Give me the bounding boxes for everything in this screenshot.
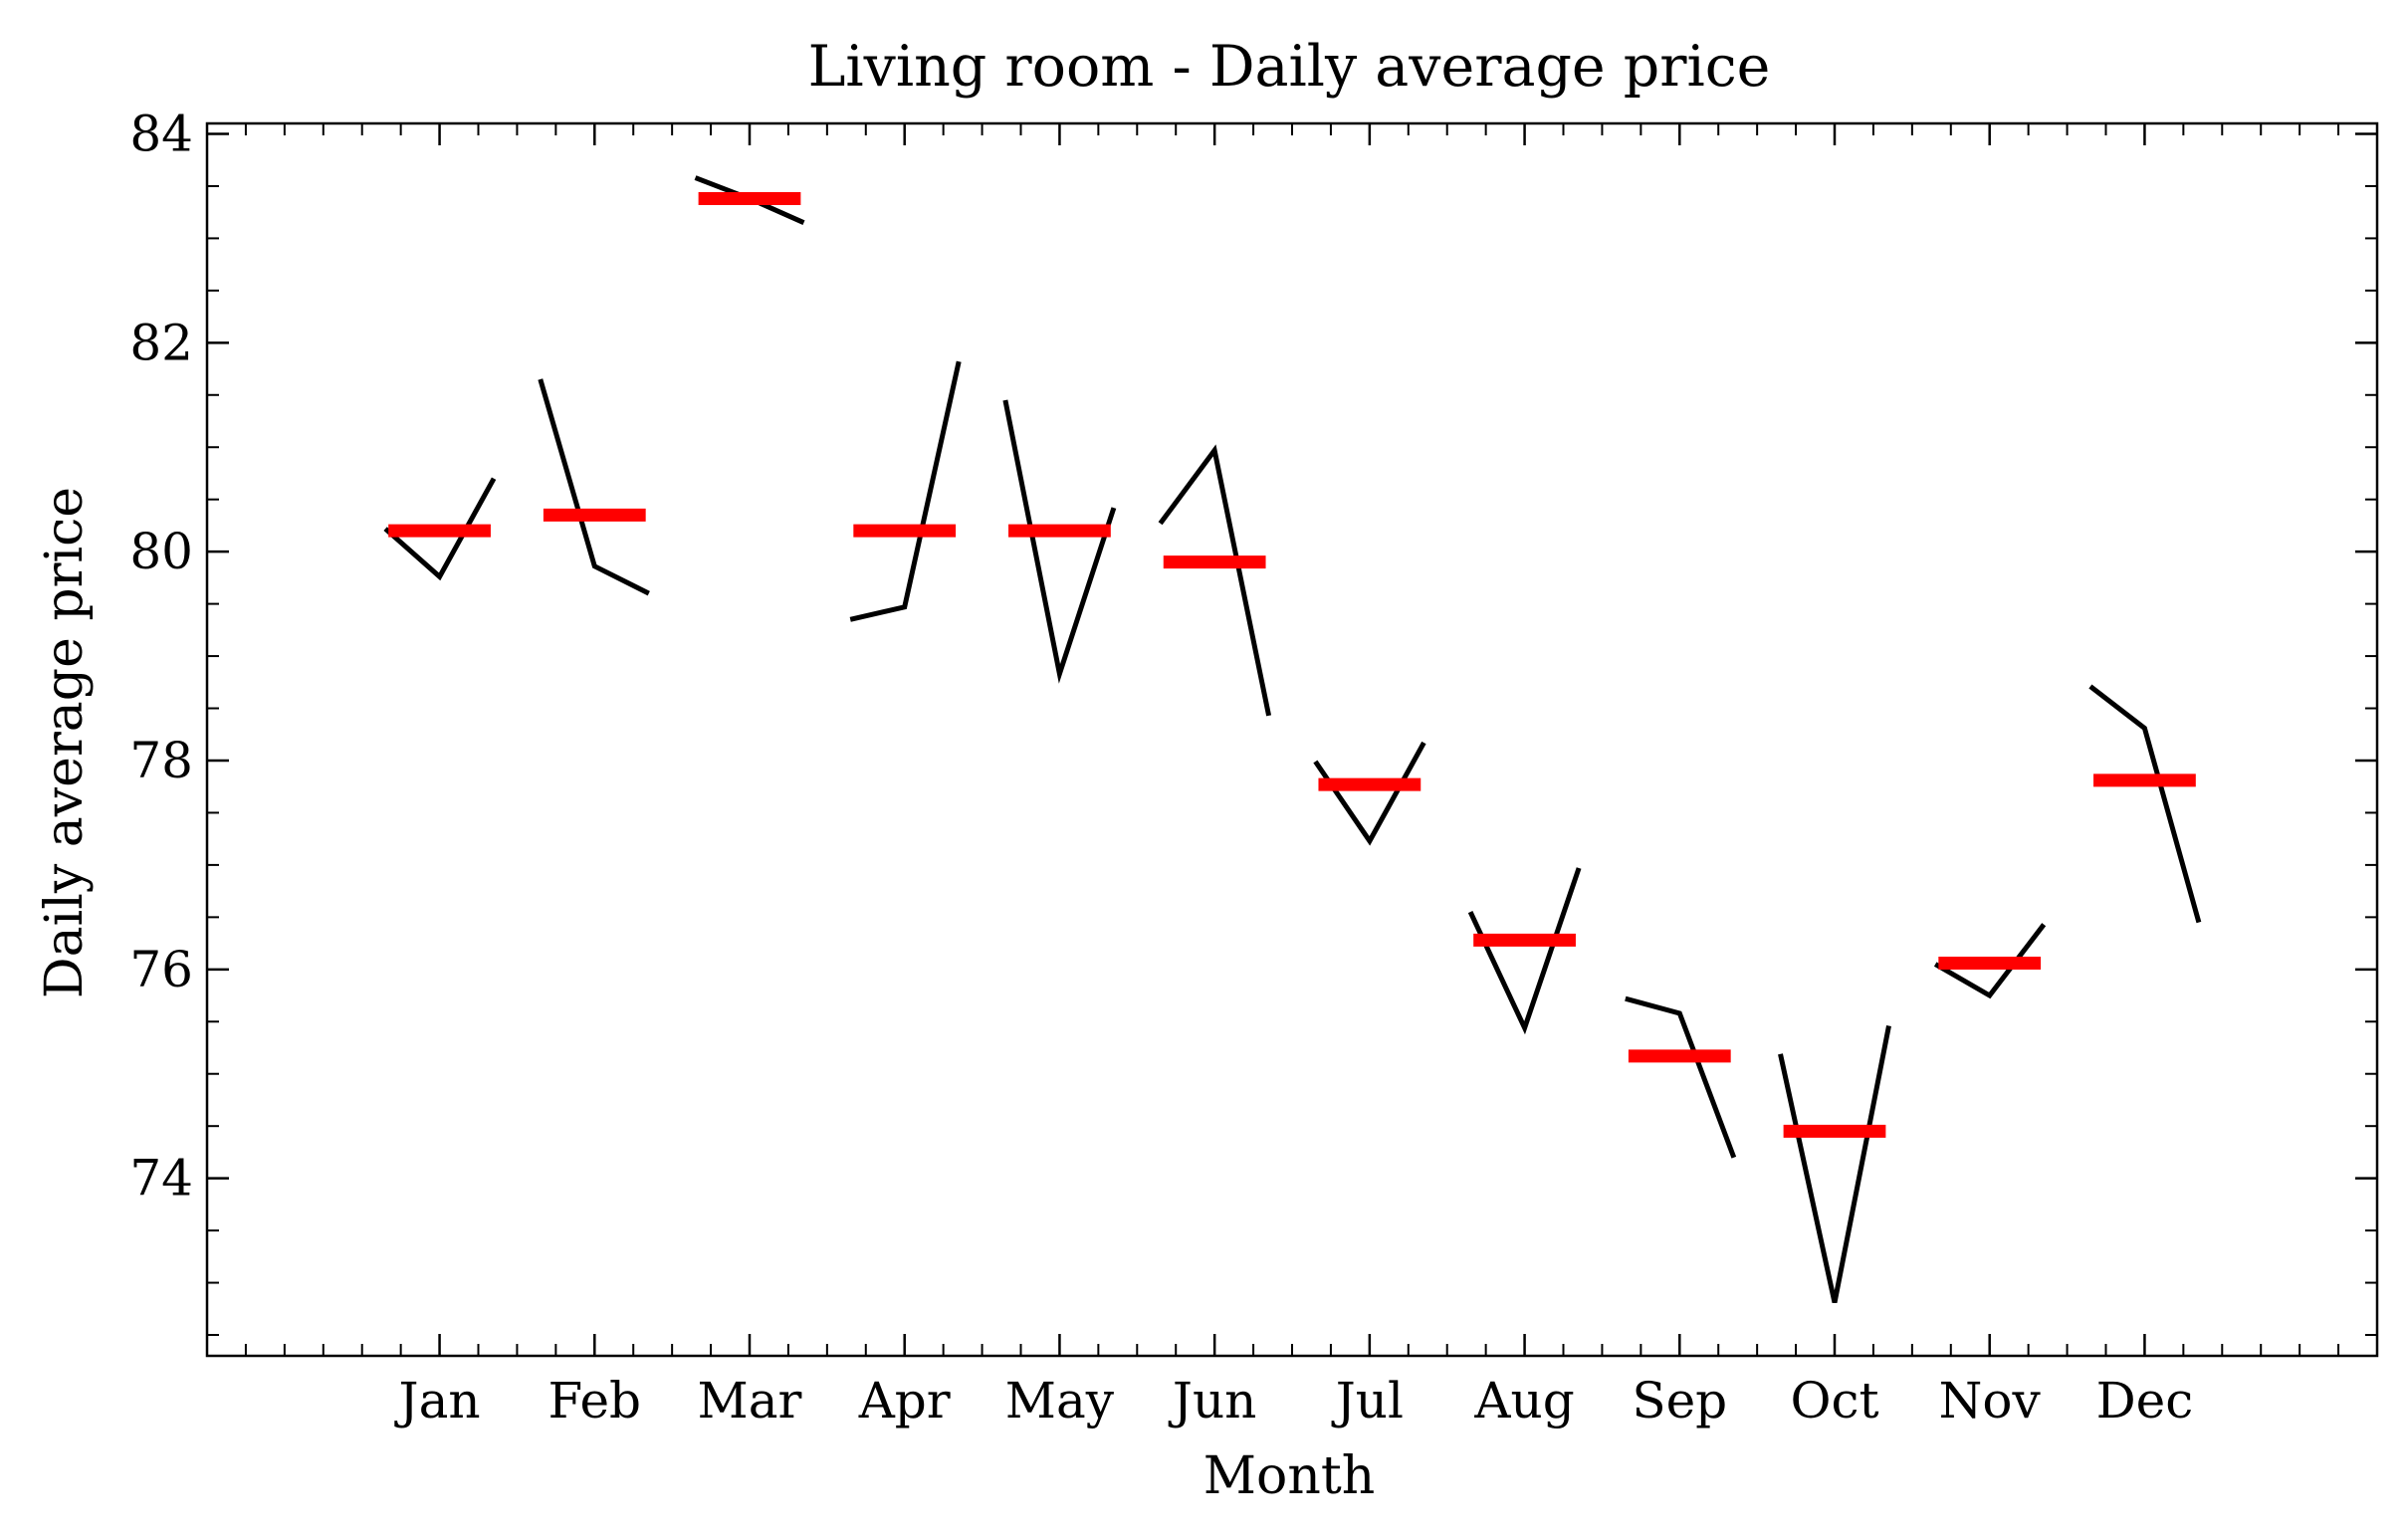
x-tick-label: Feb [548, 1372, 642, 1430]
y-tick-label: 80 [129, 523, 193, 580]
subseries-line-jun [1158, 444, 1272, 717]
x-axis-label: Month [1203, 1446, 1375, 1506]
chart-title: Living room - Daily average price [808, 34, 1771, 100]
x-tick-label: Jul [1331, 1372, 1404, 1430]
subseries-line-sep [1625, 995, 1737, 1159]
x-tick-label: Mar [698, 1372, 802, 1430]
subseries-line-feb [538, 378, 650, 596]
y-tick-label: 84 [129, 105, 193, 162]
x-tick-label: Dec [2096, 1372, 2194, 1430]
subseries-line-apr [849, 360, 962, 622]
y-tick-label: 76 [129, 941, 193, 998]
x-tick-label: Aug [1473, 1372, 1574, 1430]
subseries-line-nov [1933, 923, 2047, 999]
y-tick-label: 74 [129, 1150, 193, 1208]
x-tick-label: Jan [394, 1372, 481, 1430]
y-tick-label: 82 [129, 314, 193, 371]
y-axis-label: Daily average price [35, 487, 95, 998]
subseries-line-may [1002, 399, 1117, 684]
x-tick-label: Oct [1790, 1372, 1878, 1430]
subseries-line-jan [383, 477, 497, 581]
x-tick-label: May [1005, 1372, 1115, 1430]
x-tick-label: Nov [1939, 1372, 2042, 1430]
x-tick-label: Sep [1632, 1372, 1727, 1430]
x-tick-label: Jun [1168, 1372, 1256, 1430]
plot-area: 74 76 78 80 82 84 Jan Feb Mar Apr May Jun Jul Aug Sep O… [129, 105, 2379, 1430]
x-tick-label: Apr [858, 1372, 951, 1430]
subseries-line-aug [1467, 867, 1582, 1035]
y-tick-label: 78 [129, 732, 193, 789]
subseries-line-dec [2088, 684, 2202, 924]
